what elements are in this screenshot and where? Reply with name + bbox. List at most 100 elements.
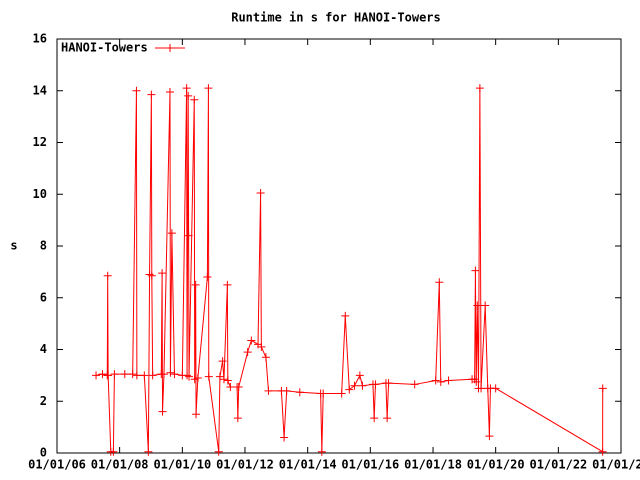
point bbox=[475, 84, 484, 93]
point bbox=[182, 84, 191, 93]
point bbox=[341, 311, 350, 320]
point bbox=[350, 381, 359, 390]
point bbox=[243, 348, 252, 357]
point bbox=[132, 371, 141, 380]
point bbox=[158, 407, 167, 416]
point bbox=[144, 447, 153, 456]
y-tick-label: 14 bbox=[33, 83, 47, 97]
point bbox=[167, 229, 176, 238]
point bbox=[190, 375, 199, 384]
point bbox=[295, 388, 304, 397]
point bbox=[345, 385, 354, 394]
x-tick-label: 01/01/10 bbox=[153, 458, 211, 472]
point bbox=[371, 380, 380, 389]
point bbox=[147, 271, 156, 280]
point bbox=[215, 372, 224, 381]
point bbox=[370, 414, 379, 423]
point bbox=[103, 271, 112, 280]
point bbox=[473, 301, 482, 310]
y-tick-label: 6 bbox=[40, 290, 47, 304]
point bbox=[280, 433, 289, 442]
point bbox=[128, 370, 137, 379]
point bbox=[435, 278, 444, 287]
point bbox=[261, 353, 270, 362]
point bbox=[183, 371, 192, 380]
point bbox=[598, 384, 607, 393]
point bbox=[477, 384, 486, 393]
y-axis-label: s bbox=[10, 239, 17, 253]
point bbox=[223, 376, 232, 385]
point bbox=[472, 377, 481, 386]
point bbox=[92, 371, 101, 380]
x-tick-label: 01/01/22 bbox=[529, 458, 587, 472]
point bbox=[165, 88, 174, 97]
point bbox=[481, 301, 490, 310]
y-tick-label: 8 bbox=[40, 239, 47, 253]
point bbox=[485, 432, 494, 441]
plot-frame bbox=[56, 38, 622, 454]
point bbox=[120, 370, 129, 379]
point bbox=[319, 389, 328, 398]
point bbox=[355, 371, 364, 380]
point bbox=[219, 375, 228, 384]
legend-label: HANOI-Towers bbox=[61, 41, 148, 55]
y-tick-label: 10 bbox=[33, 187, 47, 201]
point bbox=[218, 357, 227, 366]
y-tick-label: 2 bbox=[40, 394, 47, 408]
legend-marker bbox=[166, 44, 174, 52]
point bbox=[383, 414, 392, 423]
x-tick-label: 01/01/14 bbox=[279, 458, 337, 472]
point bbox=[436, 377, 445, 386]
point bbox=[247, 336, 256, 345]
point bbox=[147, 90, 156, 99]
point bbox=[264, 386, 273, 395]
point bbox=[185, 372, 194, 381]
point bbox=[204, 84, 213, 93]
y-tick-label: 12 bbox=[33, 135, 47, 149]
point bbox=[159, 370, 168, 379]
x-tick-label: 01/01/24 bbox=[592, 458, 640, 472]
x-tick-label: 01/01/18 bbox=[404, 458, 462, 472]
y-tick-label: 0 bbox=[40, 446, 47, 460]
point bbox=[148, 371, 157, 380]
point bbox=[384, 379, 393, 388]
point bbox=[203, 273, 212, 282]
series-line bbox=[95, 88, 604, 453]
point bbox=[190, 95, 199, 104]
point bbox=[132, 86, 141, 95]
point bbox=[431, 376, 440, 385]
point bbox=[158, 269, 167, 278]
point bbox=[166, 368, 175, 377]
point bbox=[104, 371, 113, 380]
point bbox=[110, 370, 119, 379]
chart-title: Runtime in s for HANOI-Towers bbox=[231, 11, 441, 25]
point bbox=[98, 370, 107, 379]
point bbox=[223, 280, 232, 289]
point bbox=[410, 380, 419, 389]
point bbox=[191, 280, 200, 289]
x-tick-label: 01/01/06 bbox=[28, 458, 86, 472]
x-tick-label: 01/01/16 bbox=[341, 458, 399, 472]
point bbox=[140, 371, 149, 380]
point bbox=[471, 266, 480, 275]
y-tick-label: 16 bbox=[33, 32, 47, 46]
point bbox=[226, 383, 235, 392]
point bbox=[444, 376, 453, 385]
point bbox=[491, 384, 500, 393]
point bbox=[193, 373, 202, 382]
point bbox=[256, 188, 265, 197]
point bbox=[282, 386, 291, 395]
point bbox=[233, 414, 242, 423]
point bbox=[170, 370, 179, 379]
point bbox=[337, 389, 346, 398]
point bbox=[234, 383, 243, 392]
point bbox=[214, 447, 223, 456]
point bbox=[145, 270, 154, 279]
point bbox=[257, 342, 266, 351]
x-tick-label: 01/01/20 bbox=[467, 458, 525, 472]
point bbox=[192, 410, 201, 419]
point bbox=[184, 91, 193, 100]
point bbox=[109, 447, 118, 456]
point bbox=[358, 381, 367, 390]
